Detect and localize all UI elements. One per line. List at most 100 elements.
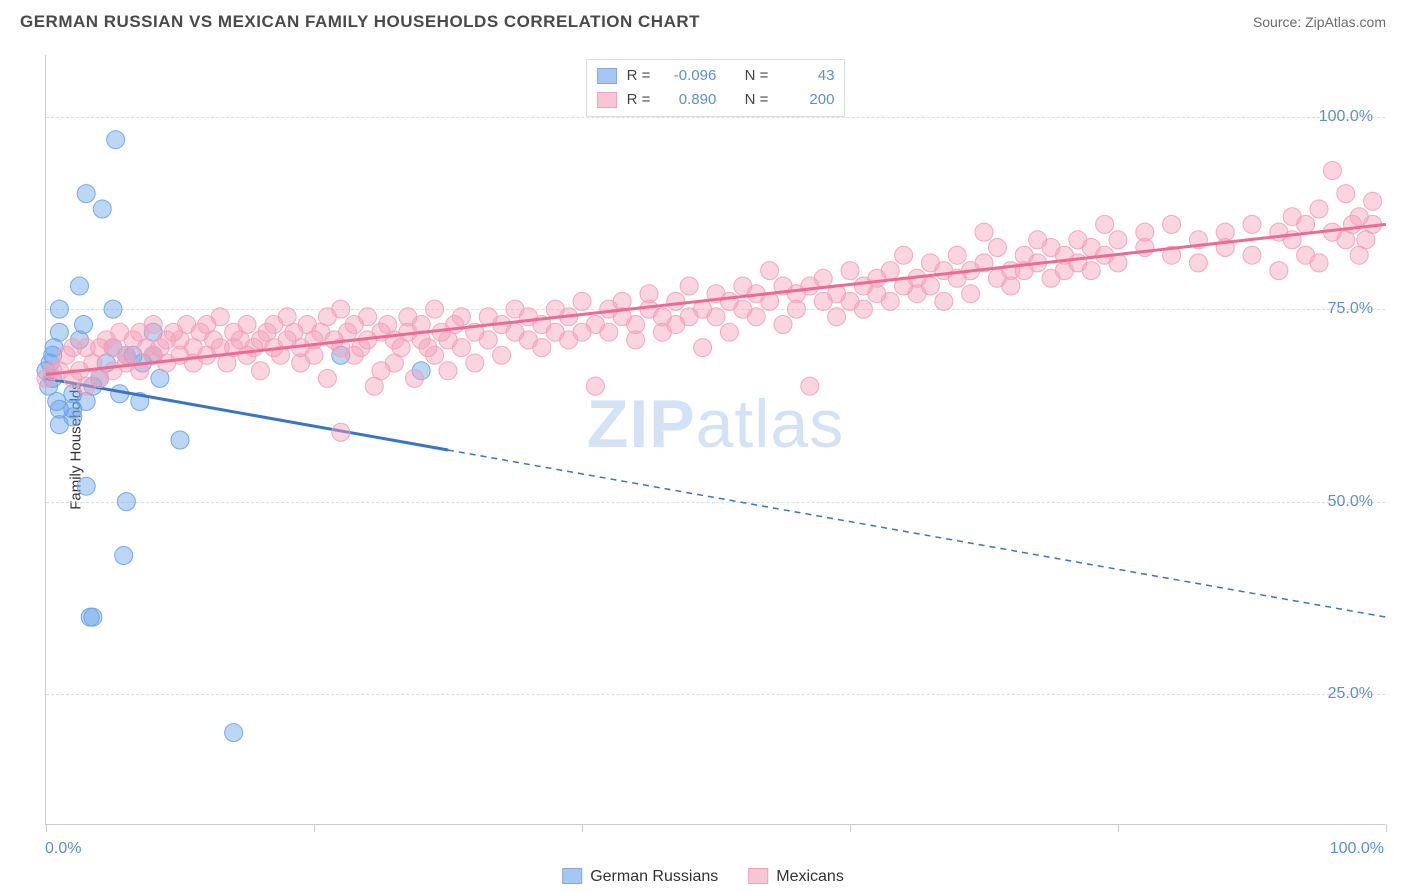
data-point: [573, 292, 591, 310]
legend-row-mexicans: R =0.890 N =200: [597, 88, 835, 112]
data-point: [828, 308, 846, 326]
series-legend: German Russians Mexicans: [562, 868, 844, 886]
swatch-icon: [748, 868, 768, 884]
data-point: [479, 331, 497, 349]
data-point: [466, 354, 484, 372]
data-point: [680, 277, 698, 295]
data-point: [452, 308, 470, 326]
x-tick: [314, 824, 315, 832]
y-tick-label: 100.0%: [1319, 108, 1373, 126]
chart-title: GERMAN RUSSIAN VS MEXICAN FAMILY HOUSEHO…: [20, 12, 700, 32]
y-tick-label: 75.0%: [1328, 300, 1373, 318]
data-point: [1136, 223, 1154, 241]
data-point: [921, 277, 939, 295]
data-point: [962, 285, 980, 303]
data-point: [426, 346, 444, 364]
data-point: [359, 308, 377, 326]
data-point: [439, 362, 457, 380]
data-point: [854, 300, 872, 318]
data-point: [77, 185, 95, 203]
x-tick: [46, 824, 47, 832]
data-point: [1297, 215, 1315, 233]
x-axis-max-label: 100.0%: [1330, 840, 1384, 858]
data-point: [1344, 215, 1362, 233]
data-point: [115, 547, 133, 565]
data-point: [707, 308, 725, 326]
y-tick-label: 50.0%: [1328, 493, 1373, 511]
legend-item-mexicans: Mexicans: [748, 868, 844, 886]
data-point: [1270, 262, 1288, 280]
data-point: [895, 246, 913, 264]
data-point: [1243, 215, 1261, 233]
data-point: [988, 239, 1006, 257]
data-point: [50, 300, 68, 318]
data-point: [667, 292, 685, 310]
data-point: [814, 269, 832, 287]
data-point: [1109, 231, 1127, 249]
data-point: [881, 292, 899, 310]
data-point: [211, 308, 229, 326]
data-point: [1357, 231, 1375, 249]
data-point: [104, 300, 122, 318]
x-axis-min-label: 0.0%: [45, 840, 81, 858]
data-point: [107, 131, 125, 149]
plot-area: ZIPatlas R =-0.096 N =43 R =0.890 N =200…: [45, 55, 1385, 825]
data-point: [71, 277, 89, 295]
data-point: [627, 331, 645, 349]
data-point: [144, 316, 162, 334]
data-point: [694, 339, 712, 357]
data-point: [787, 300, 805, 318]
data-point: [1163, 215, 1181, 233]
data-point: [1082, 262, 1100, 280]
swatch-icon: [597, 68, 617, 84]
regression-line-extrapolated: [448, 450, 1386, 617]
data-point: [251, 362, 269, 380]
data-point: [77, 477, 95, 495]
data-point: [1096, 215, 1114, 233]
data-point: [774, 316, 792, 334]
data-point: [1002, 277, 1020, 295]
data-point: [1337, 185, 1355, 203]
data-point: [332, 423, 350, 441]
data-point: [1364, 192, 1382, 210]
data-point: [452, 339, 470, 357]
chart-header: GERMAN RUSSIAN VS MEXICAN FAMILY HOUSEHO…: [0, 0, 1406, 40]
data-point: [493, 346, 511, 364]
r-value: 0.890: [660, 88, 716, 112]
data-point: [720, 323, 738, 341]
regression-line: [46, 224, 1386, 374]
data-point: [935, 292, 953, 310]
scatter-chart: [46, 55, 1385, 824]
n-value: 200: [778, 88, 834, 112]
data-point: [948, 246, 966, 264]
swatch-icon: [562, 868, 582, 884]
r-value: -0.096: [660, 64, 716, 88]
legend-item-german-russians: German Russians: [562, 868, 718, 886]
data-point: [117, 493, 135, 511]
data-point: [1189, 254, 1207, 272]
data-point: [406, 369, 424, 387]
data-point: [975, 223, 993, 241]
regression-line: [46, 378, 448, 450]
data-point: [1310, 200, 1328, 218]
data-point: [586, 377, 604, 395]
data-point: [613, 292, 631, 310]
x-tick: [850, 824, 851, 832]
swatch-icon: [597, 92, 617, 108]
data-point: [75, 316, 93, 334]
legend-row-german-russians: R =-0.096 N =43: [597, 64, 835, 88]
data-point: [600, 323, 618, 341]
y-tick-label: 25.0%: [1328, 685, 1373, 703]
data-point: [171, 431, 189, 449]
x-tick: [1386, 824, 1387, 832]
data-point: [747, 308, 765, 326]
data-point: [238, 316, 256, 334]
data-point: [93, 200, 111, 218]
data-point: [225, 724, 243, 742]
data-point: [1310, 254, 1328, 272]
data-point: [318, 369, 336, 387]
x-tick: [1118, 824, 1119, 832]
chart-source: Source: ZipAtlas.com: [1253, 14, 1386, 30]
data-point: [533, 339, 551, 357]
data-point: [640, 285, 658, 303]
